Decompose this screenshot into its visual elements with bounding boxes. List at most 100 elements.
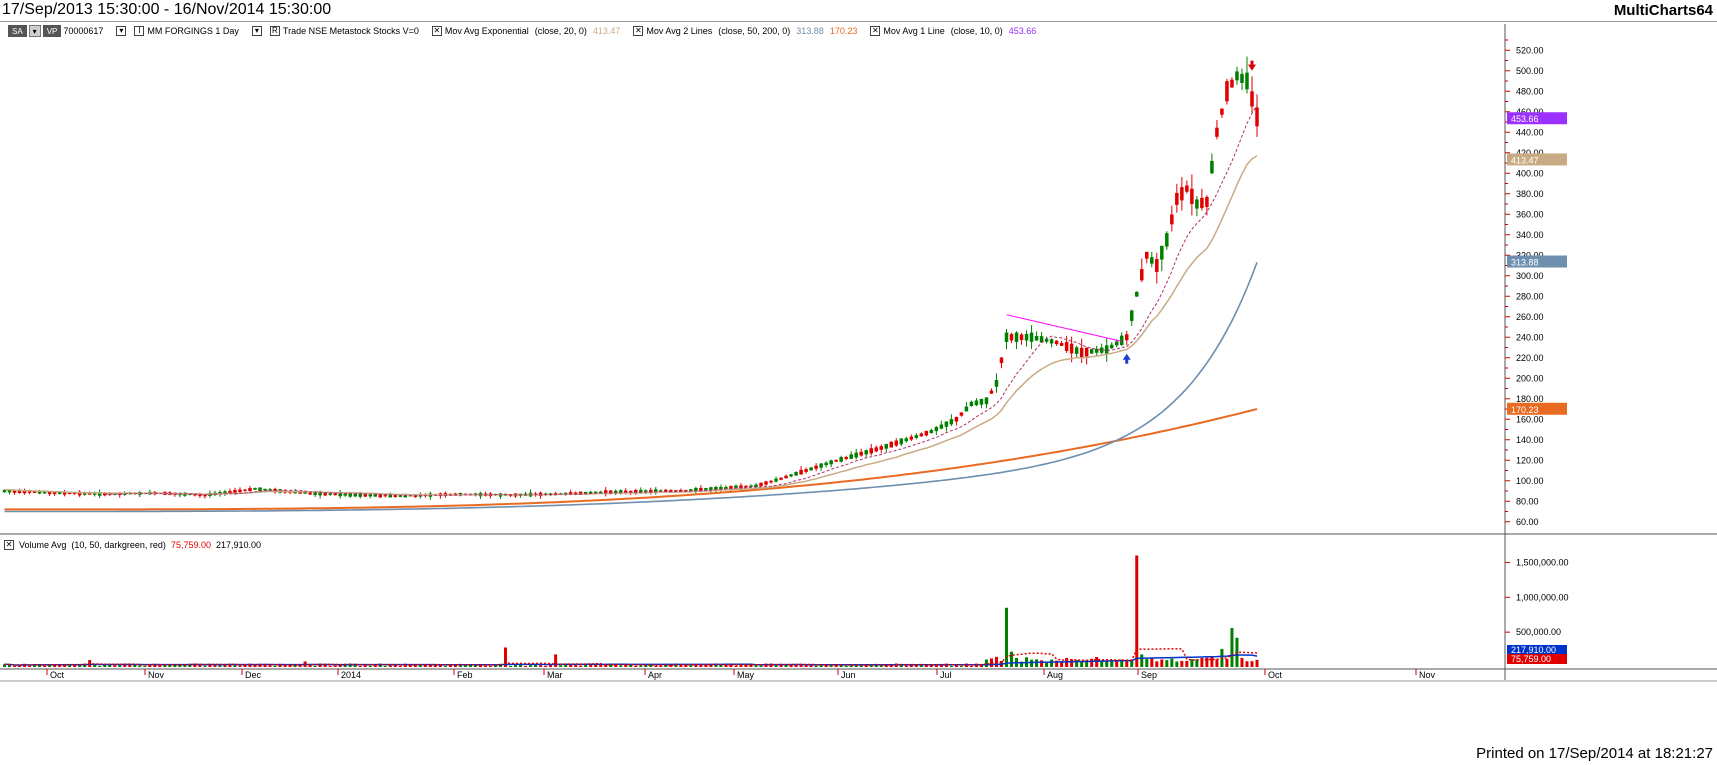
candle-up — [1039, 336, 1044, 343]
ma1-label: Mov Avg 1 Line — [883, 25, 945, 36]
candle-up — [719, 486, 723, 490]
candle-up — [1245, 72, 1249, 90]
dropdown-icon[interactable]: ▾ — [116, 25, 127, 36]
candle-up — [944, 421, 949, 427]
candle-up — [1089, 349, 1094, 354]
candle-down — [17, 490, 22, 494]
candle-down — [744, 485, 748, 488]
sa-button[interactable]: SA — [8, 24, 27, 37]
price-tick-label: 100.00 — [1516, 476, 1544, 486]
sma200-line — [4, 408, 1258, 511]
volume-bar — [198, 664, 202, 667]
ma1-toggle-icon[interactable]: ✕ — [870, 25, 881, 36]
volume-bar — [1165, 660, 1169, 667]
price-tick-label: 340.00 — [1516, 230, 1544, 240]
volume-bar — [899, 663, 903, 667]
volume-bar — [1110, 660, 1114, 667]
candle-up — [358, 493, 362, 497]
volume-bar — [263, 665, 267, 667]
volume-bar — [168, 664, 172, 667]
volume-bar — [213, 665, 217, 667]
candle-up — [343, 493, 347, 496]
candle-down — [1225, 81, 1229, 102]
candle-up — [398, 495, 403, 497]
candle-up — [1029, 332, 1034, 342]
candle-down — [919, 433, 924, 437]
volume-bar — [228, 663, 232, 667]
interval-dropdown-icon[interactable]: ▾ — [251, 25, 262, 36]
candle-up — [348, 493, 352, 497]
volume-bar — [1150, 658, 1154, 667]
candle-down — [664, 489, 668, 493]
candle-up — [37, 491, 42, 494]
time-tick-label: Oct — [50, 670, 65, 680]
volume-bar — [544, 665, 548, 667]
ema-label: Mov Avg Exponential — [444, 25, 529, 36]
candle-up — [1014, 332, 1019, 342]
ma2-toggle-icon[interactable]: ✕ — [633, 25, 644, 36]
ma1-params: (close, 10, 0) — [950, 25, 1003, 36]
price-tick-label: 320.00 — [1516, 250, 1544, 260]
candle-down — [453, 493, 458, 495]
volume-bar — [639, 665, 643, 667]
candle-down — [1175, 192, 1179, 205]
volume-bar — [839, 664, 843, 667]
candle-up — [1024, 334, 1029, 341]
candle-up — [1130, 310, 1134, 321]
price-tick-label: 60.00 — [1516, 517, 1539, 527]
volume-bar — [1200, 658, 1204, 667]
volume-bar — [483, 665, 487, 667]
price-tags: 453.66 413.47 313.88 170.23 — [1507, 112, 1567, 415]
candle-down — [834, 460, 838, 462]
candle-down — [12, 490, 17, 493]
candle-down — [959, 412, 964, 416]
candle-up — [854, 452, 858, 458]
ema20-line — [4, 155, 1258, 496]
chart-canvas[interactable]: 60.00 80.00 100.00 120.00 140.00 160.00 180.00… — [0, 0, 1717, 745]
volume-label: Volume Avg — [19, 540, 67, 550]
volume-bar — [73, 664, 77, 667]
volume-value-avg50: 217,910.00 — [215, 540, 262, 550]
refresh-icon[interactable]: R — [269, 25, 280, 36]
candle-up — [1074, 347, 1079, 354]
candle-up — [1099, 347, 1104, 353]
instrument-toggle-icon[interactable]: I — [134, 25, 145, 36]
candle-down — [1230, 79, 1234, 88]
volume-bar — [338, 665, 342, 667]
volume-toggle-icon[interactable]: ✕ — [4, 540, 14, 550]
volume-bar — [1070, 659, 1074, 667]
vp-button[interactable]: VP — [42, 24, 62, 37]
volume-bar — [954, 665, 958, 667]
volume-bar — [328, 665, 332, 667]
candle-down — [874, 447, 878, 452]
candle-up — [1104, 345, 1109, 354]
candle-down — [393, 494, 398, 498]
volume-bar — [594, 663, 598, 667]
candle-up — [588, 491, 593, 494]
volume-bar — [784, 665, 788, 667]
volume-bar — [218, 664, 222, 667]
volume-bar — [679, 664, 683, 667]
volume-avg10-tag — [1507, 654, 1567, 664]
candle-up — [709, 487, 713, 491]
candle-down — [989, 390, 994, 394]
candle-up — [223, 491, 227, 494]
candle-up — [774, 478, 778, 482]
time-tick-label: Oct — [1268, 670, 1283, 680]
time-tick-label: May — [737, 670, 755, 680]
ema-toggle-icon[interactable]: ✕ — [431, 25, 442, 36]
date-range: 17/Sep/2013 15:30:00 - 16/Nov/2014 15:30… — [2, 1, 332, 18]
volume-bar — [564, 664, 568, 667]
volume-bar — [1140, 654, 1144, 667]
volume-bar — [724, 664, 728, 667]
price-tick-label: 200.00 — [1516, 373, 1544, 383]
candle-up — [694, 488, 698, 492]
candle-down — [27, 491, 32, 493]
candle-down — [52, 492, 57, 495]
volume-bar — [1130, 660, 1134, 667]
candle-down — [859, 451, 863, 456]
chevron-down-icon[interactable]: ▾ — [28, 24, 41, 37]
volume-bar — [869, 665, 873, 667]
candle-down — [1064, 341, 1069, 352]
candle-down — [238, 489, 242, 493]
